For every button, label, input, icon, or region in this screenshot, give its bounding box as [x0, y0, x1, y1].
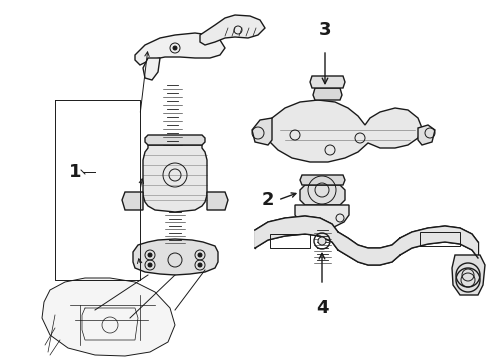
Polygon shape	[313, 88, 342, 100]
Polygon shape	[300, 175, 345, 185]
Polygon shape	[400, 226, 478, 258]
Polygon shape	[255, 216, 338, 250]
Text: 4: 4	[316, 299, 328, 317]
Polygon shape	[338, 232, 400, 265]
Text: 2: 2	[262, 191, 274, 209]
Circle shape	[148, 263, 152, 267]
Polygon shape	[310, 76, 345, 88]
Text: 1: 1	[69, 163, 81, 181]
Circle shape	[198, 263, 202, 267]
Polygon shape	[207, 192, 228, 210]
Polygon shape	[200, 15, 265, 45]
Polygon shape	[295, 205, 349, 230]
Polygon shape	[143, 58, 160, 80]
Polygon shape	[143, 145, 207, 212]
Polygon shape	[42, 278, 175, 356]
Bar	[420, 232, 460, 246]
Polygon shape	[300, 185, 345, 205]
Bar	[270, 234, 310, 248]
Polygon shape	[122, 192, 143, 210]
Polygon shape	[252, 118, 272, 145]
Polygon shape	[135, 33, 225, 65]
Polygon shape	[145, 135, 205, 145]
Polygon shape	[133, 239, 218, 275]
Circle shape	[318, 237, 326, 245]
Text: 3: 3	[319, 21, 331, 39]
Circle shape	[198, 253, 202, 257]
Polygon shape	[265, 100, 422, 162]
Circle shape	[148, 253, 152, 257]
Polygon shape	[452, 255, 485, 295]
Circle shape	[173, 46, 177, 50]
Polygon shape	[418, 125, 435, 145]
